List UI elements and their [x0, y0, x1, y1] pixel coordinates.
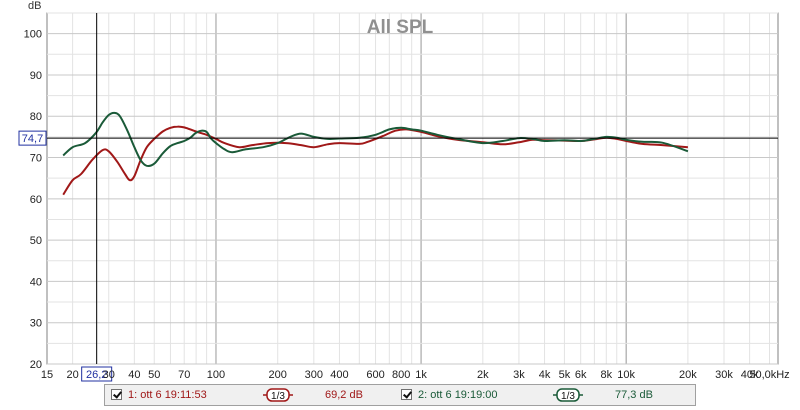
- x-tick-label: 4k: [539, 369, 551, 381]
- x-tick-label: 15: [41, 369, 53, 381]
- x-tick-label: 70: [178, 369, 190, 381]
- y-tick-label: 20: [30, 359, 42, 371]
- y-tick-label: 90: [30, 70, 42, 82]
- x-tick-label: 3k: [513, 369, 525, 381]
- series-2-value: 77,3 dB: [615, 389, 653, 401]
- y-tick-label: 70: [30, 153, 42, 165]
- x-tick-label: 100: [207, 369, 225, 381]
- x-tick-label: 40: [128, 369, 140, 381]
- series-2-smoothing-label: 1/3: [561, 391, 575, 402]
- series-2-label: 2: ott 6 19:19:00: [418, 389, 498, 401]
- x-tick-label: 200: [269, 369, 287, 381]
- series-1-checkbox[interactable]: [111, 389, 122, 400]
- series-2-checkbox[interactable]: [401, 389, 412, 400]
- x-tick-label: 40k: [741, 369, 759, 381]
- y-axis-tick-labels: 20 30 40 50 60 70 80 90 100: [24, 29, 42, 371]
- plot-area[interactable]: [46, 12, 779, 365]
- cursor-y-box: [18, 130, 47, 146]
- y-tick-label: 50: [30, 235, 42, 247]
- x-tick-label: 20: [66, 369, 78, 381]
- series-2-line: [62, 111, 689, 167]
- chart-title: All SPL: [367, 17, 434, 38]
- major-grid: [47, 12, 778, 365]
- x-tick-label: 1k: [415, 369, 427, 381]
- x-tick-label: 50,0kHz: [749, 369, 789, 381]
- x-tick-label: 400: [330, 369, 348, 381]
- series-2-smoothing-button[interactable]: 1/3: [553, 388, 583, 402]
- legend-bar: 1: ott 6 19:11:53 1/3 69,2 dB 2: ott 6 1…: [104, 384, 696, 406]
- x-tick-label: 20k: [679, 369, 697, 381]
- x-tick-label: 10k: [617, 369, 635, 381]
- x-tick-label: 30: [103, 369, 115, 381]
- y-tick-label: 100: [24, 29, 42, 41]
- series-1-value: 69,2 dB: [325, 389, 363, 401]
- y-tick-label: 80: [30, 111, 42, 123]
- series-1-smoothing-label: 1/3: [271, 391, 285, 402]
- x-tick-label: 30k: [715, 369, 733, 381]
- series-1-smoothing-button[interactable]: 1/3: [263, 388, 293, 402]
- x-axis-tick-labels: 15 20 30 40 50 70 100 200 300 400 600 800 1k 2k 3k 4k 5k…: [41, 369, 790, 381]
- x-tick-label: 6k: [575, 369, 587, 381]
- cursor-y-value: 74,7: [22, 133, 43, 145]
- x-tick-label: 8k: [600, 369, 612, 381]
- cursor[interactable]: 74,7 26,2: [18, 13, 778, 382]
- cursor-x-box: [81, 366, 113, 382]
- y-tick-label: 60: [30, 194, 42, 206]
- x-tick-label: 600: [366, 369, 384, 381]
- y-axis-label: dB: [28, 0, 41, 12]
- x-tick-label: 800: [392, 369, 410, 381]
- y-tick-label: 40: [30, 276, 42, 288]
- y-tick-label: 30: [30, 318, 42, 330]
- x-tick-label: 50: [148, 369, 160, 381]
- x-tick-label: 2k: [477, 369, 489, 381]
- x-tick-label: 5k: [559, 369, 571, 381]
- series-1-label: 1: ott 6 19:11:53: [128, 389, 207, 401]
- x-tick-label: 300: [305, 369, 323, 381]
- cursor-x-value: 26,2: [86, 369, 107, 381]
- series-group: [62, 111, 689, 196]
